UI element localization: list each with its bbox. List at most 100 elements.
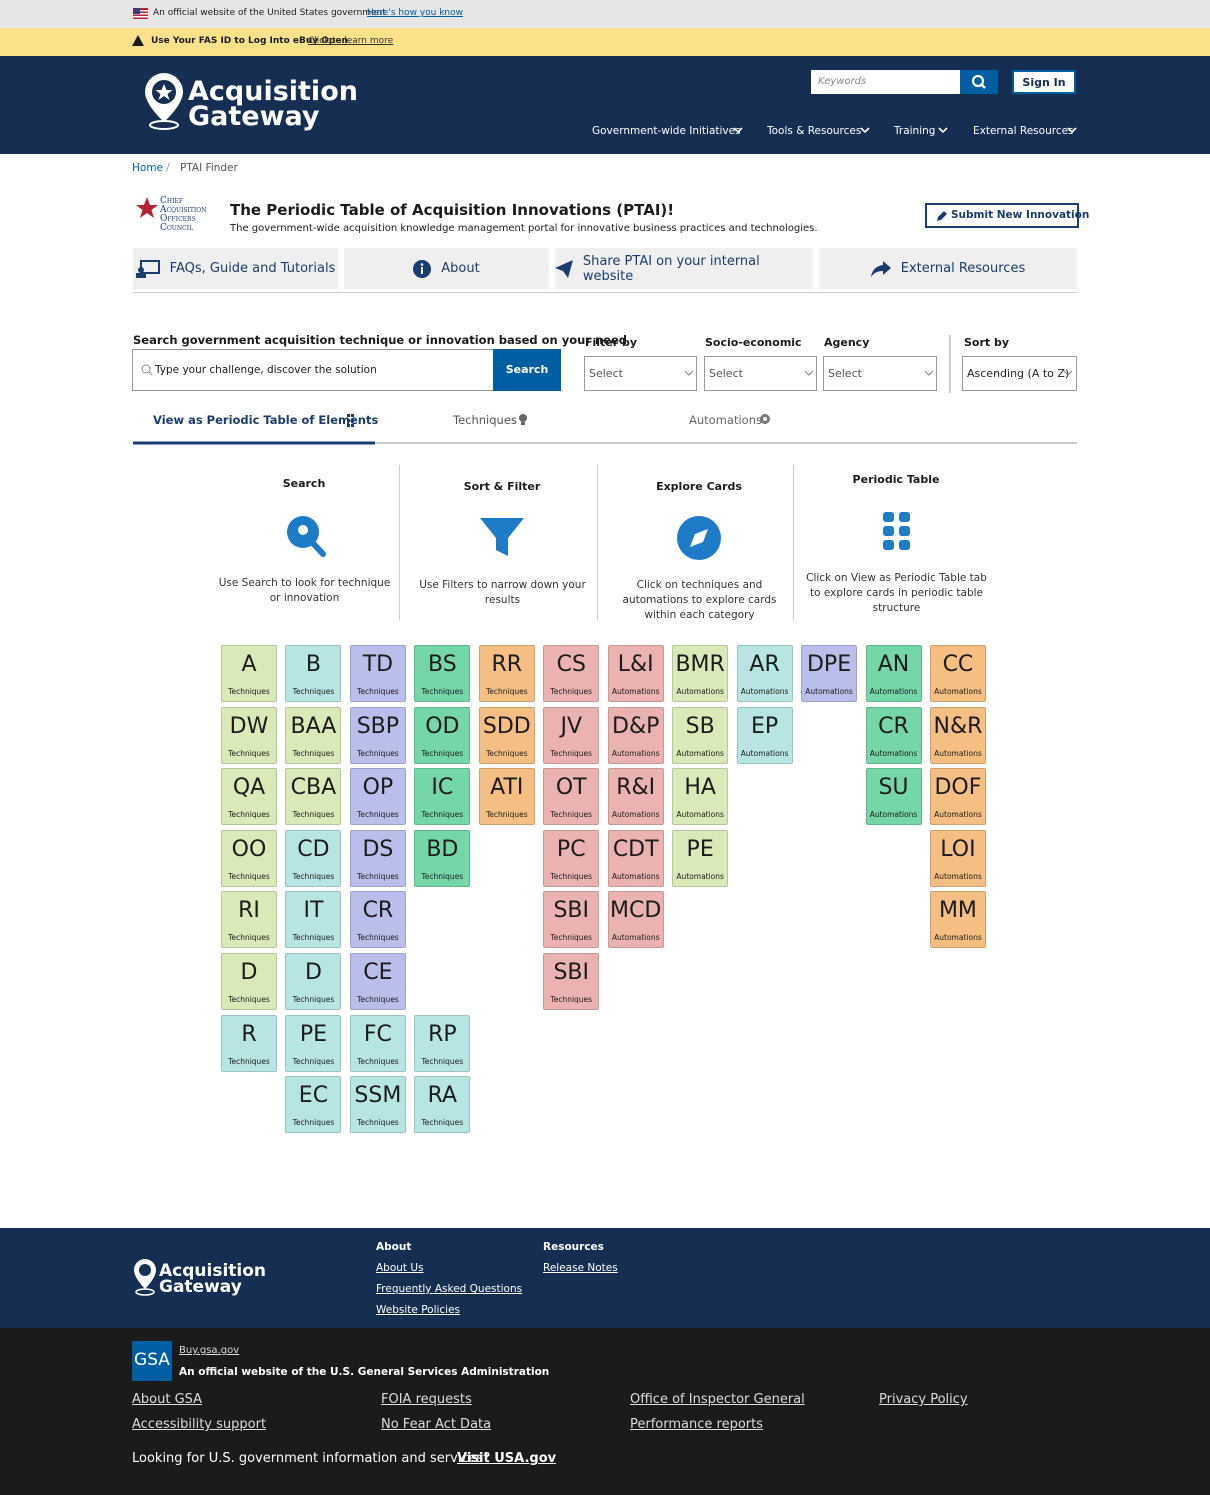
element-card[interactable]: EP Automations bbox=[736, 706, 793, 764]
filter-select[interactable]: Select bbox=[584, 356, 697, 391]
nav-item[interactable]: Tools & Resources bbox=[767, 125, 862, 137]
element-card[interactable]: D Techniques bbox=[221, 953, 277, 1010]
element-card[interactable]: DS Techniques bbox=[349, 829, 406, 887]
element-card[interactable]: PE Techniques bbox=[285, 1014, 342, 1072]
element-card[interactable]: FC Techniques bbox=[349, 1014, 406, 1072]
element-card[interactable]: CDT Automations bbox=[607, 829, 664, 887]
element-card[interactable]: OP Techniques bbox=[349, 768, 406, 826]
element-card[interactable]: A Techniques bbox=[221, 645, 277, 702]
top-tab[interactable]: Share PTAI on your internal website bbox=[555, 248, 813, 289]
gsa-link[interactable]: About GSA bbox=[132, 1392, 203, 1407]
step-title: Periodic Table bbox=[852, 473, 940, 486]
step-text: Use Search to look for technique or inno… bbox=[218, 577, 391, 604]
top-tab[interactable]: FAQs, Guide and Tutorials bbox=[133, 248, 338, 289]
element-card[interactable]: N&R Automations bbox=[929, 706, 986, 764]
element-card[interactable]: R&I Automations bbox=[607, 768, 664, 826]
gsa-link[interactable]: FOIA requests bbox=[381, 1392, 472, 1407]
element-card[interactable]: EC Techniques bbox=[285, 1076, 342, 1134]
alert-link[interactable]: Click to learn more bbox=[308, 36, 394, 46]
element-card[interactable]: SBI Techniques bbox=[543, 953, 600, 1010]
element-card[interactable]: RA Techniques bbox=[414, 1076, 471, 1134]
element-card[interactable]: BS Techniques bbox=[414, 645, 471, 702]
gsa-link[interactable]: Office of Inspector General bbox=[630, 1392, 805, 1407]
element-card[interactable]: MM Automations bbox=[929, 891, 986, 949]
element-card[interactable]: LOI Automations bbox=[929, 829, 986, 887]
element-card[interactable]: IC Techniques bbox=[414, 768, 471, 826]
element-card[interactable]: HA Automations bbox=[672, 768, 729, 826]
element-card[interactable]: AR Automations bbox=[736, 645, 793, 702]
top-tab-text: FAQs, Guide and Tutorials bbox=[169, 261, 336, 276]
top-tab[interactable]: External Resources bbox=[819, 248, 1077, 289]
element-card[interactable]: RI Techniques bbox=[221, 891, 277, 949]
footer-link[interactable]: Release Notes bbox=[543, 1262, 618, 1274]
element-card[interactable]: D&P Automations bbox=[607, 706, 664, 764]
element-card[interactable]: BMR Automations bbox=[672, 645, 729, 702]
element-card[interactable]: R Techniques bbox=[221, 1014, 277, 1072]
element-card[interactable]: CC Automations bbox=[929, 645, 986, 702]
gsa-link[interactable]: Privacy Policy bbox=[879, 1392, 968, 1407]
element-card[interactable]: CE Techniques bbox=[349, 953, 406, 1010]
element-card[interactable]: DOF Automations bbox=[929, 768, 986, 826]
element-card[interactable]: SU Automations bbox=[865, 768, 922, 826]
element-card[interactable]: DW Techniques bbox=[221, 706, 277, 764]
element-card[interactable]: RP Techniques bbox=[414, 1014, 471, 1072]
filter-select[interactable]: Ascending (A to Z) bbox=[962, 356, 1077, 391]
footer-link[interactable]: Website Policies bbox=[376, 1304, 461, 1316]
gsa-link[interactable]: No Fear Act Data bbox=[381, 1417, 492, 1432]
element-card[interactable]: SBP Techniques bbox=[349, 706, 406, 764]
gsa-link[interactable]: Accessibility support bbox=[132, 1417, 267, 1432]
element-card[interactable]: L&I Automations bbox=[607, 645, 664, 702]
element-card[interactable]: PC Techniques bbox=[543, 829, 600, 887]
element-card[interactable]: IT Techniques bbox=[285, 891, 342, 949]
element-card[interactable]: TD Techniques bbox=[349, 645, 406, 702]
gsa-link[interactable]: Performance reports bbox=[630, 1417, 763, 1432]
filter-select[interactable]: Select bbox=[823, 356, 937, 391]
element-card[interactable]: AN Automations bbox=[865, 645, 922, 702]
element-kind: Techniques bbox=[228, 871, 270, 881]
search-submit[interactable]: Search bbox=[493, 349, 561, 391]
element-card[interactable]: D Techniques bbox=[285, 953, 342, 1010]
element-card[interactable]: SB Automations bbox=[672, 706, 729, 764]
element-card[interactable]: JV Techniques bbox=[543, 706, 600, 764]
nav-item[interactable]: Training bbox=[894, 125, 936, 137]
element-kind: Techniques bbox=[550, 687, 593, 696]
element-card[interactable]: CS Techniques bbox=[543, 645, 600, 702]
element-card[interactable]: QA Techniques bbox=[221, 768, 277, 826]
element-card[interactable]: B Techniques bbox=[285, 645, 342, 702]
element-card[interactable]: CBA Techniques bbox=[285, 768, 342, 826]
element-card[interactable]: CR Automations bbox=[865, 706, 922, 764]
element-card[interactable]: OD Techniques bbox=[414, 706, 471, 764]
search-button[interactable] bbox=[960, 70, 998, 94]
element-card[interactable]: CR Techniques bbox=[349, 891, 406, 949]
element-card[interactable]: PE Automations bbox=[672, 829, 729, 887]
element-card[interactable]: OO Techniques bbox=[221, 829, 277, 887]
element-card[interactable]: MCD Automations bbox=[607, 891, 664, 949]
sign-in[interactable]: Sign In bbox=[1012, 70, 1076, 94]
view-tab[interactable]: Automations bbox=[689, 413, 762, 427]
element-card[interactable]: SDD Techniques bbox=[478, 706, 535, 764]
view-tab[interactable]: View as Periodic Table of Elements bbox=[153, 413, 379, 427]
element-card[interactable]: RR Techniques bbox=[478, 645, 535, 702]
element-card[interactable]: DPE Automations bbox=[801, 645, 858, 702]
gsa-site[interactable]: Buy.gsa.gov bbox=[179, 1345, 240, 1356]
search-icon bbox=[971, 74, 986, 89]
breadcrumb-link[interactable]: Home bbox=[132, 162, 164, 174]
element-card[interactable]: BAA Techniques bbox=[285, 706, 342, 764]
nav-item[interactable]: External Resources bbox=[973, 125, 1074, 137]
submit-button[interactable]: Submit New Innovation bbox=[925, 203, 1089, 228]
filter-select[interactable]: Select bbox=[704, 356, 817, 391]
element-card[interactable]: BD Techniques bbox=[414, 829, 471, 887]
element-card[interactable]: OT Techniques bbox=[543, 768, 600, 826]
how-link[interactable]: Here's how you know bbox=[367, 8, 463, 18]
footer-link[interactable]: About Us bbox=[376, 1262, 424, 1274]
element-card[interactable]: CD Techniques bbox=[285, 829, 342, 887]
top-tab[interactable]: About bbox=[344, 248, 549, 289]
element-card[interactable]: SSM Techniques bbox=[349, 1076, 406, 1134]
element-card[interactable]: ATI Techniques bbox=[478, 768, 535, 826]
nav-item[interactable]: Government-wide Initiatives bbox=[592, 125, 741, 137]
view-tab[interactable]: Techniques bbox=[453, 413, 517, 427]
keyword-input[interactable]: Keywords bbox=[811, 70, 961, 94]
visit-link[interactable]: Visit USA.gov bbox=[457, 1451, 557, 1466]
element-card[interactable]: SBI Techniques bbox=[543, 891, 600, 949]
footer-link[interactable]: Frequently Asked Questions bbox=[376, 1283, 523, 1295]
